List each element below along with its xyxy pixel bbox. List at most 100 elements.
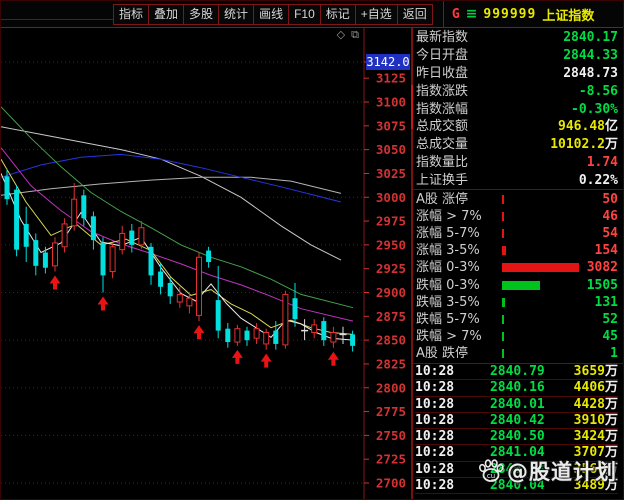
y-axis-label: 2875 [376,309,406,324]
quote-label: 上证换手 [416,172,469,188]
updown-row[interactable]: 跌幅 > 7% 45 [416,328,618,345]
candle-body-up [186,297,193,307]
tick-price: 2840.79 [489,364,545,380]
updown-row[interactable]: 跌幅 0-3% 1505 [416,276,618,293]
tick-volume: 3659万 [573,364,618,380]
tick-price: 2840.16 [489,380,545,396]
quote-value: 10102.2万 [550,137,618,153]
tick-time: 10:28 [415,396,455,412]
y-axis-label: 2725 [376,452,406,467]
symbol-name[interactable]: 上证指数 [542,8,595,24]
toolbar-button-指标[interactable]: 指标 [113,3,149,25]
quote-value: 2844.33 [563,48,618,64]
updown-label: 涨幅 > 7% [416,209,482,225]
quote-row: 指数量比 1.74 [416,153,618,171]
tick-price: 2840.01 [489,396,545,412]
updown-label: A股 涨停 [416,192,469,208]
kline-chart-area[interactable]: 3142.0 3125 3100 3075 3050 3025 3000 2975 2950 29… [1,28,411,500]
toolbar-button-画线[interactable]: 画线 [253,3,289,25]
quote-label: 昨日收盘 [416,65,469,81]
updown-count: 3082 [586,260,618,276]
quote-panel: 最新指数 2840.17 今日开盘 2844.33 昨日收盘 2848.73 指数涨跌 -8.… [413,28,623,499]
updown-row[interactable]: 涨幅 5-7% 54 [416,225,618,242]
updown-count: 1505 [586,277,618,293]
tick-volume: 4428万 [573,396,618,412]
toolbar-button-+自选[interactable]: +自选 [354,3,397,25]
updown-row[interactable]: A股 涨停 50 [416,191,618,208]
tick-time: 10:28 [415,412,455,428]
updown-count: 1 [610,345,618,361]
tick-volume: 3566万 [573,461,618,477]
updown-row[interactable]: A股 跌停 1 [416,345,618,362]
quote-value: 946.48亿 [558,119,618,135]
tick-volume: 3910万 [573,412,618,428]
toolbar-spacer [1,1,113,27]
updown-row[interactable]: 跌幅 5-7% 52 [416,311,618,328]
y-axis-label: 3100 [376,95,406,110]
updown-bar [502,229,504,239]
toolbar-button-标记[interactable]: 标记 [319,3,355,25]
updown-count: 131 [594,294,618,310]
toolbar-button-多股[interactable]: 多股 [183,3,219,25]
quote-row: 最新指数 2840.17 [416,29,618,47]
candle-body-up [282,293,289,346]
candle-body-up [119,232,126,251]
menu-icon[interactable]: ≡ [465,6,478,22]
updown-label: 跌幅 0-3% [416,277,480,293]
divider-scroll-thumb[interactable] [411,85,413,129]
tick-volume-suffix: 万 [604,364,618,380]
candle-body-down [158,271,164,287]
y-axis-label: 2900 [376,285,406,300]
candle-body-up [234,328,241,343]
candle-body-up [61,223,68,248]
quote-value-suffix: 万 [604,137,618,153]
y-axis-label: 2800 [376,380,406,395]
tick-volume-suffix: 万 [604,380,618,396]
diamond-icon[interactable]: ◇ [336,28,346,41]
symbol-code[interactable]: 999999 [483,6,537,22]
quote-value: -8.56 [578,83,618,99]
quote-label: 指数量比 [416,154,469,170]
candle-body-up [263,332,270,345]
tick-time: 10:28 [415,477,455,493]
tick-volume-suffix: 万 [604,445,618,461]
buy-signal-arrow [231,349,243,364]
quote-value: 2840.17 [563,30,618,46]
kline-chart[interactable]: 3142.0 3125 3100 3075 3050 3025 3000 2975 2950 29… [1,28,411,500]
y-axis-label: 3125 [376,71,406,86]
tick-price: 2840.04 [489,477,545,493]
tick-list: 10:28 2840.79 3659万 10:28 2840.16 4406万 10:28 2… [413,364,623,494]
updown-row[interactable]: 跌幅 3-5% 131 [416,294,618,311]
tick-volume: 4406万 [573,380,618,396]
candle-body-down [206,250,212,263]
toolbar-button-F10[interactable]: F10 [288,3,320,25]
toolbar-button-统计[interactable]: 统计 [218,3,254,25]
tick-volume: 3424万 [573,429,618,445]
candle-body-down [90,216,96,241]
window-icon[interactable]: ⧉ [351,28,359,41]
y-axis-label: 3025 [376,166,406,181]
y-axis-label: 2950 [376,237,406,252]
updown-row[interactable]: 涨幅 3-5% 154 [416,242,618,259]
candle-body-down [292,298,298,320]
updown-row[interactable]: 涨幅 0-3% 3082 [416,259,618,276]
candle-body-up [330,332,337,343]
panel-divider[interactable] [411,28,413,499]
buy-signal-arrow [260,353,272,368]
y-axis-label: 2825 [376,356,406,371]
toolbar-button-叠加[interactable]: 叠加 [148,3,184,25]
quote-value-suffix: 亿 [604,119,618,135]
quote-label: 总成交量 [416,137,469,153]
section-separator [413,363,623,364]
updown-row[interactable]: 涨幅 > 7% 46 [416,208,618,225]
ma-magenta [1,147,354,322]
candle-body-up [196,256,202,316]
quote-row: 昨日收盘 2848.73 [416,65,618,83]
tick-price: 2840.50 [489,429,545,445]
ma-longest-gray [1,176,342,196]
quote-label: 最新指数 [416,30,469,46]
toolbar-button-返回[interactable]: 返回 [396,3,433,25]
main-area: 3142.0 3125 3100 3075 3050 3025 3000 2975 2950 29… [1,28,623,500]
market-flag: G [451,6,460,22]
tick-time: 10:28 [415,445,455,461]
